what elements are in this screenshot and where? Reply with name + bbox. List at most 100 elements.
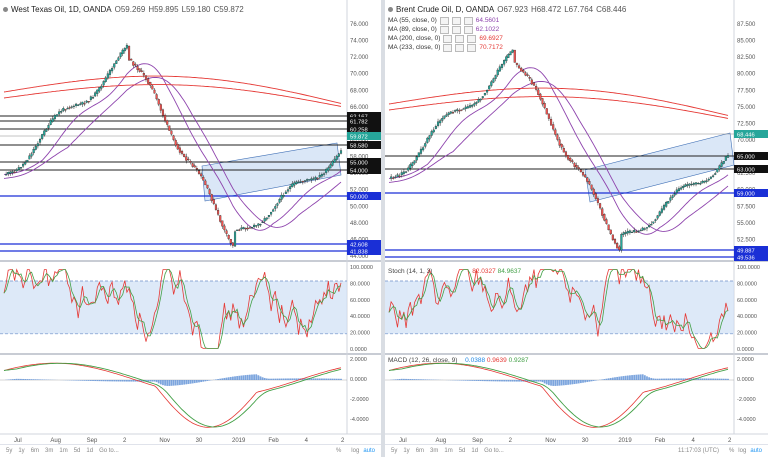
macd-histogram-bar [520, 380, 523, 382]
macd-histogram-bar [272, 378, 275, 380]
macd-histogram-bar [314, 378, 317, 380]
ma-55-row[interactable]: MA (55, close, 0) 64.5601 [388, 16, 503, 25]
macd-histogram-bar [648, 377, 651, 380]
candle-body [263, 218, 266, 222]
range-1d[interactable]: 1d [471, 448, 479, 454]
range-1m[interactable]: 1m [444, 448, 453, 454]
panel-divider[interactable] [381, 0, 385, 457]
candle-body [712, 175, 715, 177]
macd-histogram-bar [460, 380, 463, 381]
candle-body [656, 215, 659, 219]
price-axis-label: 70.000 [737, 138, 756, 144]
candle-body [396, 174, 399, 177]
brent-symbol[interactable]: Brent Crude Oil, D, OANDA [396, 4, 495, 14]
candle-body [32, 149, 35, 154]
trend-channel [584, 132, 735, 203]
candle-body [601, 208, 604, 216]
range-3m[interactable]: 3m [45, 448, 54, 454]
macd-histogram-bar [140, 380, 143, 382]
ma-89-line [3, 76, 342, 228]
macd-histogram-bar [671, 378, 674, 380]
ma-233-row[interactable]: MA (233, close, 0) 70.7172 [388, 43, 503, 52]
candle-body [569, 157, 572, 162]
macd-histogram-bar [147, 380, 150, 382]
candle-body [603, 214, 606, 221]
auto-toggle[interactable]: auto [750, 448, 762, 454]
macd-histogram-bar [257, 375, 260, 380]
goto-button[interactable]: Go to... [99, 448, 119, 454]
auto-toggle[interactable]: auto [363, 448, 375, 454]
range-6m[interactable]: 6m [415, 448, 425, 454]
candle-body [398, 175, 401, 177]
range-1d[interactable]: 1d [86, 448, 94, 454]
ma-200-row[interactable]: MA (200, close, 0) 69.6927 [388, 34, 503, 43]
candle-body [55, 114, 59, 117]
candle-body [41, 134, 44, 139]
ma-55-value: 64.5601 [475, 17, 500, 24]
candle-body [520, 67, 523, 72]
candle-body [87, 101, 90, 103]
close-icon[interactable] [463, 16, 473, 25]
macd-histogram-bar [684, 378, 687, 380]
stoch-k-value: 82.0327 [472, 268, 496, 275]
macd-histogram-bar [518, 380, 520, 382]
time-axis-label: Nov [545, 438, 556, 444]
close-icon[interactable] [467, 43, 477, 52]
brent-chart-panel[interactable]: 87.500 85.000 82.500 80.000 77.500 75.000 72.5… [385, 0, 768, 457]
ma-89-row[interactable]: MA (89, close, 0) 62.1022 [388, 25, 503, 34]
close-icon[interactable] [463, 25, 473, 34]
settings-icon[interactable] [443, 34, 453, 43]
range-5d[interactable]: 5d [73, 448, 81, 454]
range-1y[interactable]: 1y [403, 448, 410, 454]
macd-histogram-bar [255, 374, 258, 380]
utc-clock[interactable]: 11:17:03 (UTC) [678, 448, 719, 454]
candle-body [34, 146, 37, 150]
wti-chart-canvas[interactable]: 76.00074.00072.00070.00068.00066.00064.0… [0, 0, 381, 457]
settings-icon[interactable] [439, 16, 449, 25]
candle-body [620, 234, 623, 251]
eye-icon[interactable] [451, 16, 461, 25]
brent-chart-canvas[interactable]: 87.500 85.000 82.500 80.000 77.500 75.000 72.5… [385, 0, 768, 457]
log-toggle[interactable]: log [738, 448, 747, 454]
range-6m[interactable]: 6m [30, 448, 40, 454]
candle-body [293, 182, 296, 186]
macd-histogram-bar [30, 379, 33, 380]
eye-icon[interactable] [455, 34, 465, 43]
wti-symbol[interactable]: West Texas Oil, 1D, OANDA [11, 4, 112, 14]
range-5y[interactable]: 5y [6, 448, 13, 454]
settings-icon[interactable] [439, 25, 449, 34]
candle-body [238, 229, 241, 231]
candle-body [447, 112, 450, 115]
macd-histogram-bar [183, 380, 186, 385]
macd-histogram-bar [396, 379, 399, 380]
macd-histogram-bar [703, 378, 706, 380]
macd-histogram-bar [340, 378, 342, 380]
macd-histogram-bar [92, 380, 94, 381]
stoch-legend[interactable]: Stoch (14, 1, 3) 82.0327 84.9637 [388, 268, 521, 275]
percent-toggle[interactable]: % [728, 448, 735, 454]
range-5y[interactable]: 5y [391, 448, 398, 454]
close-icon[interactable] [467, 34, 477, 43]
range-1y[interactable]: 1y [18, 448, 25, 454]
eye-icon[interactable] [451, 25, 461, 34]
macd-histogram-bar [695, 378, 697, 380]
candle-body [325, 168, 328, 173]
range-1m[interactable]: 1m [59, 448, 68, 454]
goto-button[interactable]: Go to... [484, 448, 504, 454]
level-label-bg [347, 240, 381, 248]
candle-body [667, 201, 670, 204]
brent-open: O67.923 [497, 4, 528, 14]
ma-89-value: 62.1022 [475, 26, 500, 33]
range-3m[interactable]: 3m [430, 448, 439, 454]
eye-icon[interactable] [455, 43, 465, 52]
settings-icon[interactable] [443, 43, 453, 52]
percent-toggle[interactable]: % [335, 448, 342, 454]
macd-histogram-bar [426, 379, 429, 380]
macd-legend[interactable]: MACD (12, 26, close, 9) 0.0388 0.9639 0.… [388, 357, 528, 364]
candle-body [483, 92, 486, 96]
macd-histogram-bar [304, 378, 306, 380]
wti-chart-panel[interactable]: 76.00074.00072.00070.00068.00066.00064.0… [0, 0, 381, 457]
candle-body [526, 74, 529, 76]
log-toggle[interactable]: log [351, 448, 360, 454]
range-5d[interactable]: 5d [458, 448, 466, 454]
